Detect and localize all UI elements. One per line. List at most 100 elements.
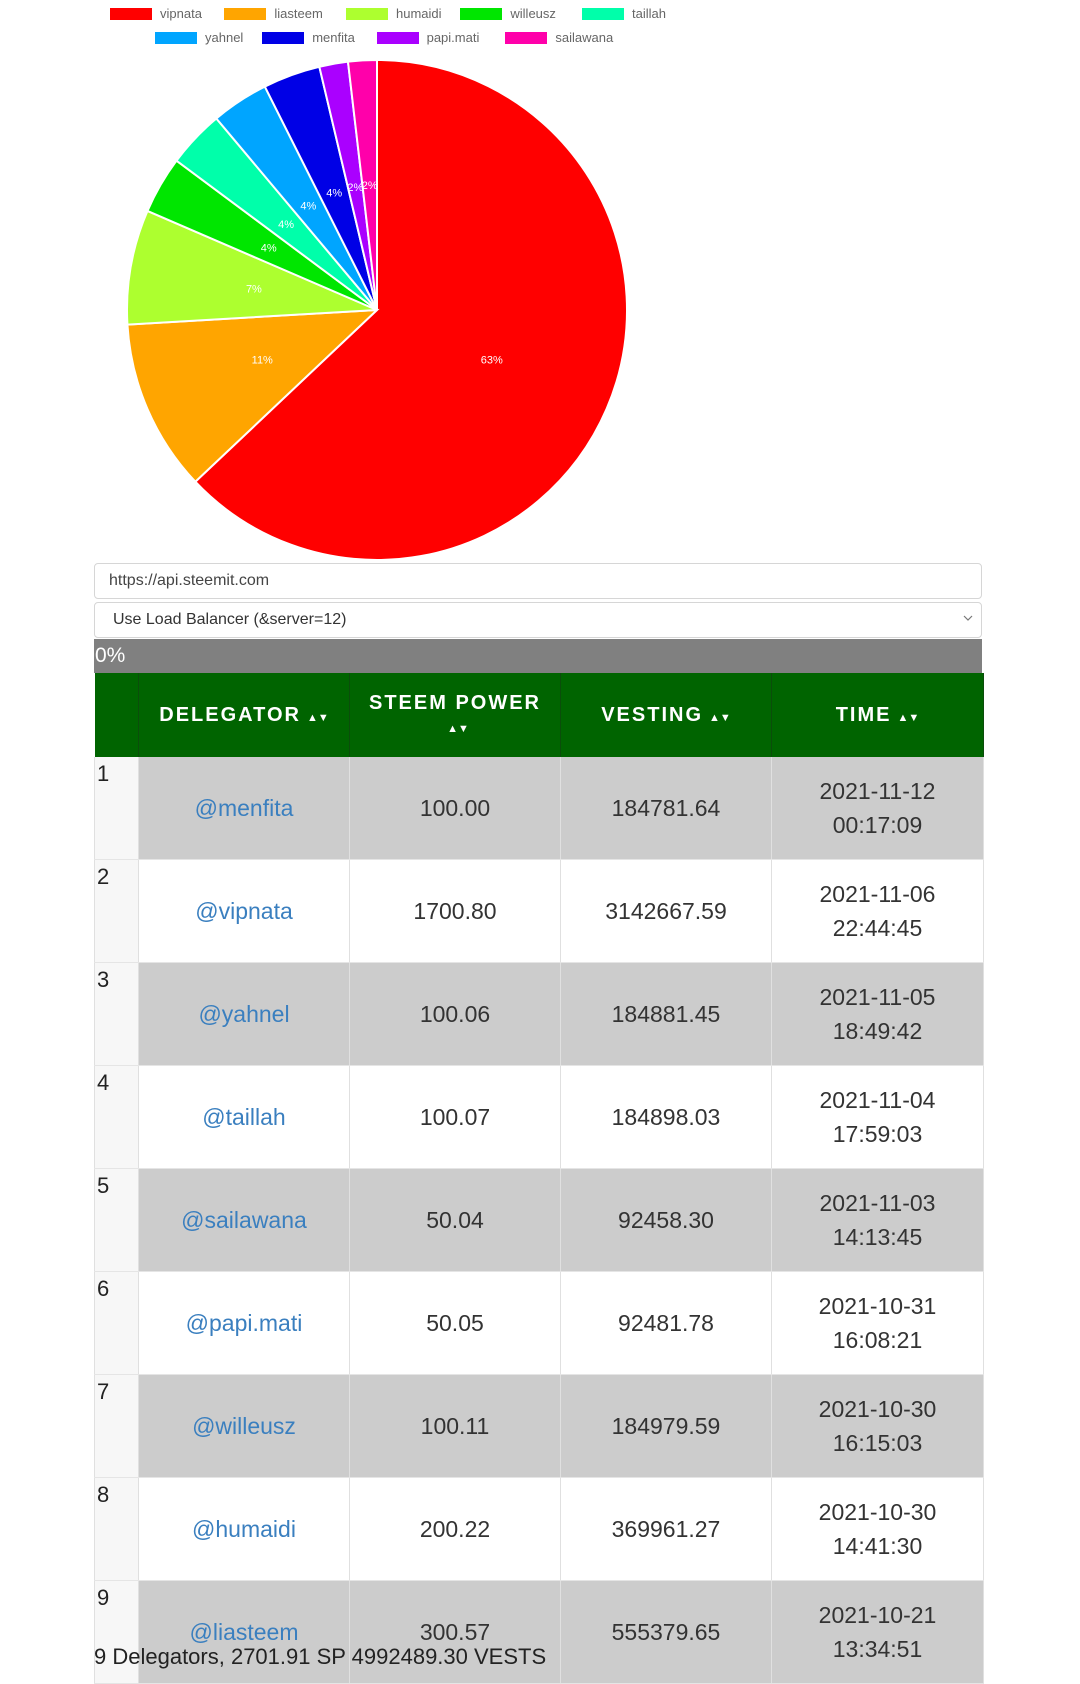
delegator-cell: @menfita — [138, 757, 350, 860]
delegator-link[interactable]: @sailawana — [181, 1206, 307, 1233]
legend-label: willeusz — [510, 6, 556, 21]
sort-icon: ▲▼ — [897, 711, 920, 724]
time-clock: 13:34:51 — [832, 1636, 923, 1662]
pie-slice-label: 4% — [261, 242, 277, 254]
time-clock: 14:41:30 — [832, 1533, 923, 1559]
header-delegator-label: DELEGATOR — [159, 703, 301, 726]
time-clock: 18:49:42 — [832, 1018, 923, 1044]
steem-power-cell: 200.22 — [349, 1477, 561, 1581]
vesting-cell: 92481.78 — [560, 1271, 772, 1375]
delegators-table: DELEGATOR ▲▼ STEEM POWER ▲▼ VESTING ▲▼ TIME… — [94, 673, 984, 1684]
delegator-link[interactable]: @willeusz — [192, 1412, 296, 1439]
header-delegator[interactable]: DELEGATOR ▲▼ — [138, 673, 350, 757]
time-clock: 22:44:45 — [832, 915, 923, 941]
pie-slice-label: 2% — [362, 180, 378, 192]
delegator-cell: @taillah — [138, 1065, 350, 1169]
legend-label: yahnel — [205, 30, 244, 45]
vesting-cell: 184881.45 — [560, 962, 772, 1066]
time-cell: 2021-10-21 13:34:51 — [771, 1580, 984, 1684]
api-url-field[interactable]: https://api.steemit.com — [94, 563, 982, 599]
time-clock: 17:59:03 — [832, 1121, 923, 1147]
time-date: 2021-10-31 — [818, 1293, 937, 1319]
vesting-cell: 184979.59 — [560, 1374, 772, 1478]
pie-slice-label: 4% — [326, 188, 342, 200]
row-index: 2 — [94, 859, 139, 963]
pie-slice-label: 2% — [347, 182, 363, 194]
legend-swatch — [582, 8, 624, 20]
steem-power-cell: 1700.80 — [349, 859, 561, 963]
time-date: 2021-11-05 — [819, 984, 936, 1010]
header-time-label: TIME — [835, 703, 892, 726]
time-clock: 14:13:45 — [832, 1224, 923, 1250]
progress-label: 0% — [95, 644, 126, 667]
table-row: 2 @vipnata 1700.80 3142667.59 2021-11-06… — [94, 859, 984, 963]
summary-footer: 9 Delegators, 2701.91 SP 4992489.30 VEST… — [94, 1644, 547, 1669]
time-date: 2021-11-06 — [819, 881, 936, 907]
table-row: 1 @menfita 100.00 184781.64 2021-11-12 00… — [94, 757, 984, 860]
table-row: 4 @taillah 100.07 184898.03 2021-11-04 17… — [94, 1065, 984, 1169]
sort-icon: ▲▼ — [306, 711, 329, 724]
pie-slice-label: 4% — [300, 201, 316, 213]
pie-slice-label: 4% — [278, 219, 294, 231]
steem-power-cell: 100.00 — [349, 757, 561, 860]
delegator-cell: @vipnata — [138, 859, 350, 963]
delegator-cell: @humaidi — [138, 1477, 350, 1581]
header-steem-power[interactable]: STEEM POWER ▲▼ — [349, 673, 561, 757]
vesting-cell: 184898.03 — [560, 1065, 772, 1169]
time-cell: 2021-11-05 18:49:42 — [771, 962, 984, 1066]
delegation-pie-chart: 63%11%7%4%4%4%4% 2%2% — [126, 58, 628, 560]
steem-power-cell: 100.06 — [349, 962, 561, 1066]
legend-label: papi.mati — [426, 30, 480, 45]
delegator-cell: @papi.mati — [138, 1271, 350, 1375]
legend-swatch — [505, 32, 548, 44]
server-select[interactable]: Use Load Balancer (&server=12) — [94, 602, 982, 638]
delegator-cell: @sailawana — [138, 1168, 350, 1272]
vesting-cell: 369961.27 — [560, 1477, 772, 1581]
legend-swatch — [224, 8, 267, 20]
time-date: 2021-11-04 — [819, 1087, 936, 1113]
server-select-value: Use Load Balancer (&server=12) — [113, 611, 347, 628]
vesting-cell: 92458.30 — [560, 1168, 772, 1272]
delegator-link[interactable]: @taillah — [202, 1103, 286, 1130]
delegator-link[interactable]: @liasteem — [189, 1618, 299, 1645]
sort-icon: ▲▼ — [709, 711, 731, 724]
delegator-link[interactable]: @humaidi — [192, 1515, 296, 1542]
table-row: 3 @yahnel 100.06 184881.45 2021-11-05 18:… — [94, 962, 984, 1066]
row-index: 1 — [94, 757, 139, 860]
row-index: 8 — [94, 1477, 139, 1581]
legend-swatch — [346, 8, 388, 20]
table-row: 6 @papi.mati 50.05 92481.78 2021-10-31 16… — [94, 1271, 984, 1375]
header-vesting-label: VESTING — [601, 703, 703, 726]
delegator-link[interactable]: @vipnata — [195, 897, 293, 924]
header-index — [94, 673, 139, 757]
legend-swatch — [376, 32, 419, 44]
chevron-down-icon — [963, 615, 973, 621]
pie-slice-sailawana[interactable] — [346, 58, 378, 311]
header-vesting[interactable]: VESTING ▲▼ — [560, 673, 772, 757]
legend-label: menfita — [312, 30, 355, 45]
legend-swatch — [155, 32, 197, 44]
delegator-link[interactable]: @yahnel — [198, 1000, 290, 1027]
legend-label: liasteem — [274, 6, 323, 21]
time-cell: 2021-11-06 22:44:45 — [771, 859, 984, 963]
delegator-link[interactable]: @menfita — [194, 794, 294, 821]
pie-slice-vipnata[interactable] — [193, 58, 628, 560]
time-date: 2021-11-12 — [819, 778, 936, 804]
legend-label: vipnata — [160, 6, 202, 21]
pie-slice-liasteem[interactable] — [126, 308, 380, 484]
time-clock: 16:08:21 — [832, 1327, 923, 1353]
time-cell: 2021-10-30 14:41:30 — [771, 1477, 984, 1581]
legend-swatch — [110, 8, 152, 20]
legend-swatch — [262, 32, 305, 44]
time-cell: 2021-11-12 00:17:09 — [771, 757, 984, 860]
delegator-link[interactable]: @papi.mati — [185, 1309, 303, 1336]
table-row: 8 @humaidi 200.22 369961.27 2021-10-30 14… — [94, 1477, 984, 1581]
legend-swatch — [460, 8, 503, 20]
time-date: 2021-10-30 — [818, 1396, 937, 1422]
time-cell: 2021-10-31 16:08:21 — [771, 1271, 984, 1375]
pie-slice-humaidi[interactable] — [126, 209, 378, 326]
time-cell: 2021-11-03 14:13:45 — [771, 1168, 984, 1272]
api-url-value: https://api.steemit.com — [109, 572, 270, 589]
header-time[interactable]: TIME ▲▼ — [771, 673, 984, 757]
progress-bar: 0% — [94, 639, 982, 673]
